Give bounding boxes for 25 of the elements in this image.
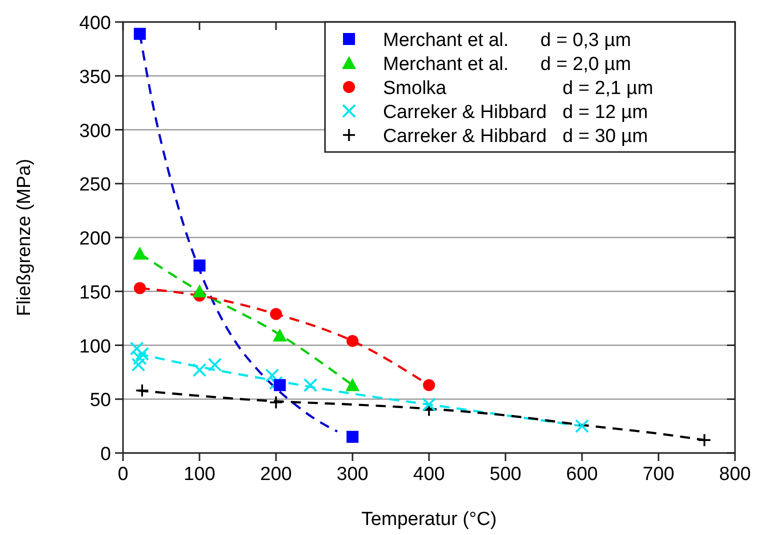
legend-label: Merchant et al. d = 0,3 µm bbox=[383, 30, 632, 51]
legend-label: Carreker & Hibbard d = 12 µm bbox=[383, 102, 648, 123]
legend-label: Carreker & Hibbard d = 30 µm bbox=[383, 126, 648, 147]
y-tick-label: 100 bbox=[79, 336, 111, 358]
x-tick-label: 600 bbox=[566, 464, 598, 485]
y-tick-label: 300 bbox=[79, 120, 111, 142]
legend-label: Merchant et al. d = 2,0 µm bbox=[383, 54, 632, 75]
x-tick-label: 700 bbox=[642, 464, 674, 485]
y-tick-label: 0 bbox=[100, 444, 111, 465]
x-tick-label: 100 bbox=[184, 464, 216, 485]
x-tick-label: 200 bbox=[260, 464, 292, 485]
y-tick-label: 150 bbox=[79, 282, 111, 304]
y-tick-label: 400 bbox=[79, 13, 111, 34]
y-axis-title: Fließgrenze (MPa) bbox=[14, 158, 35, 316]
x-tick-label: 500 bbox=[490, 464, 522, 485]
y-tick-label: 350 bbox=[79, 66, 111, 88]
y-tick-label: 200 bbox=[79, 228, 111, 250]
x-tick-label: 0 bbox=[118, 464, 128, 485]
x-tick-label: 400 bbox=[413, 464, 445, 485]
y-tick-label: 50 bbox=[90, 390, 111, 412]
x-axis-title: Temperatur (°C) bbox=[361, 509, 497, 530]
y-tick-label: 250 bbox=[79, 174, 111, 196]
x-tick-label: 300 bbox=[336, 464, 368, 485]
x-tick-label: 800 bbox=[719, 464, 751, 485]
legend-label: Smolka d = 2,1 µm bbox=[383, 78, 654, 99]
